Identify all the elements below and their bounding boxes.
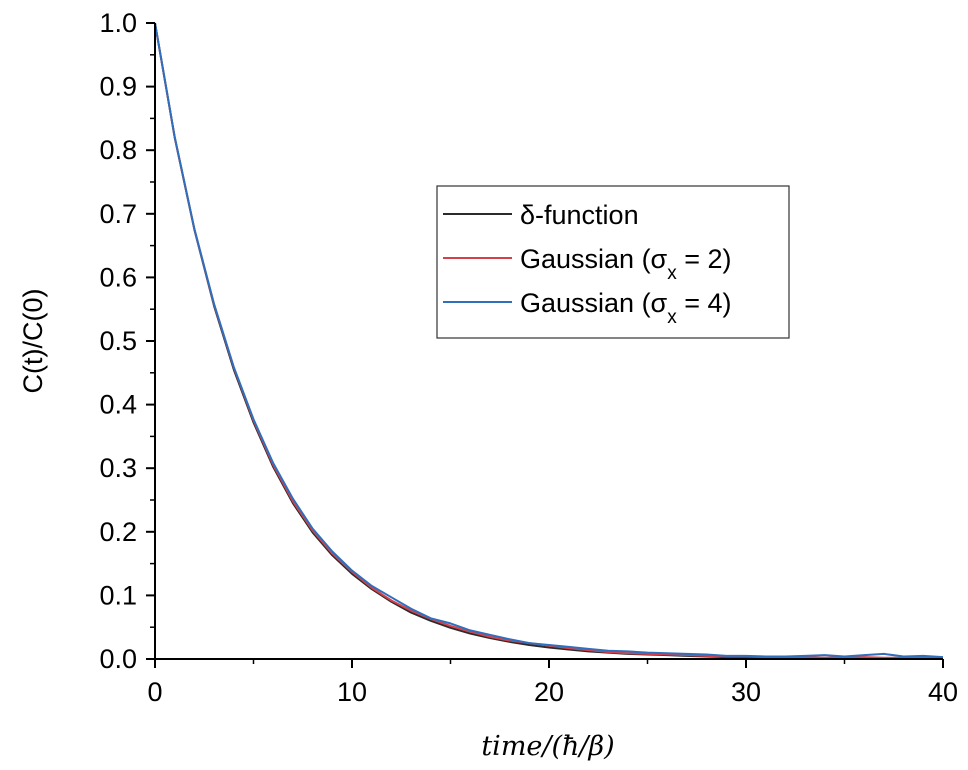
y-tick-label: 0.9 — [99, 72, 137, 102]
x-tick-label: 10 — [337, 677, 367, 707]
legend-box — [436, 185, 790, 339]
x-axis-title: time/(ħ/β) — [481, 731, 614, 762]
y-tick-label: 0.8 — [99, 135, 137, 165]
x-tick-label: 20 — [534, 677, 564, 707]
y-tick-label: 0.0 — [99, 644, 137, 674]
y-tick-label: 0.4 — [99, 390, 137, 420]
y-tick-label: 0.1 — [99, 580, 137, 610]
series-line-1 — [154, 22, 943, 660]
axes — [154, 23, 943, 660]
legend-label-1: δ-function — [520, 200, 639, 230]
y-tick-label: 0.3 — [99, 453, 137, 483]
plot-lines — [154, 22, 944, 660]
x-tick-label: 0 — [147, 677, 162, 707]
series-line-2 — [154, 22, 944, 659]
y-tick-label: 1.0 — [99, 8, 137, 38]
y-tick-label: 0.5 — [99, 326, 137, 356]
x-tick-label: 30 — [731, 677, 761, 707]
x-tick-label: 40 — [928, 677, 958, 707]
y-tick-label: 0.2 — [99, 517, 137, 547]
y-tick-label: 0.6 — [99, 262, 137, 292]
y-tick-label: 0.7 — [99, 199, 137, 229]
legend: δ-function Gaussian (σx = 2)Gaussian (σx … — [436, 185, 790, 339]
y-axis-title: C(t)/C(0) — [18, 289, 48, 394]
legend-label-3: Gaussian (σx = 4) — [520, 288, 732, 328]
ticks: 0 10 20 30 40 0.0 0.1 0.2 0.3 0.4 0.5 0.6 0.7 0.8 0.9 1… — [99, 8, 958, 707]
legend-label-2: Gaussian (σx = 2) — [520, 244, 732, 284]
series-line-3 — [154, 22, 944, 659]
